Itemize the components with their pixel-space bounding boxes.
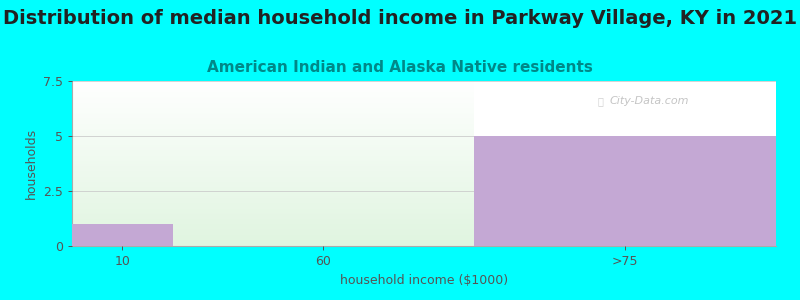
Text: 🌐: 🌐 bbox=[597, 96, 603, 106]
Text: Distribution of median household income in Parkway Village, KY in 2021: Distribution of median household income … bbox=[3, 9, 797, 28]
Text: American Indian and Alaska Native residents: American Indian and Alaska Native reside… bbox=[207, 60, 593, 75]
Bar bbox=[474, 136, 776, 246]
X-axis label: household income ($1000): household income ($1000) bbox=[340, 274, 508, 286]
Text: City-Data.com: City-Data.com bbox=[610, 96, 689, 106]
Bar bbox=[72, 224, 173, 246]
Y-axis label: households: households bbox=[25, 128, 38, 199]
